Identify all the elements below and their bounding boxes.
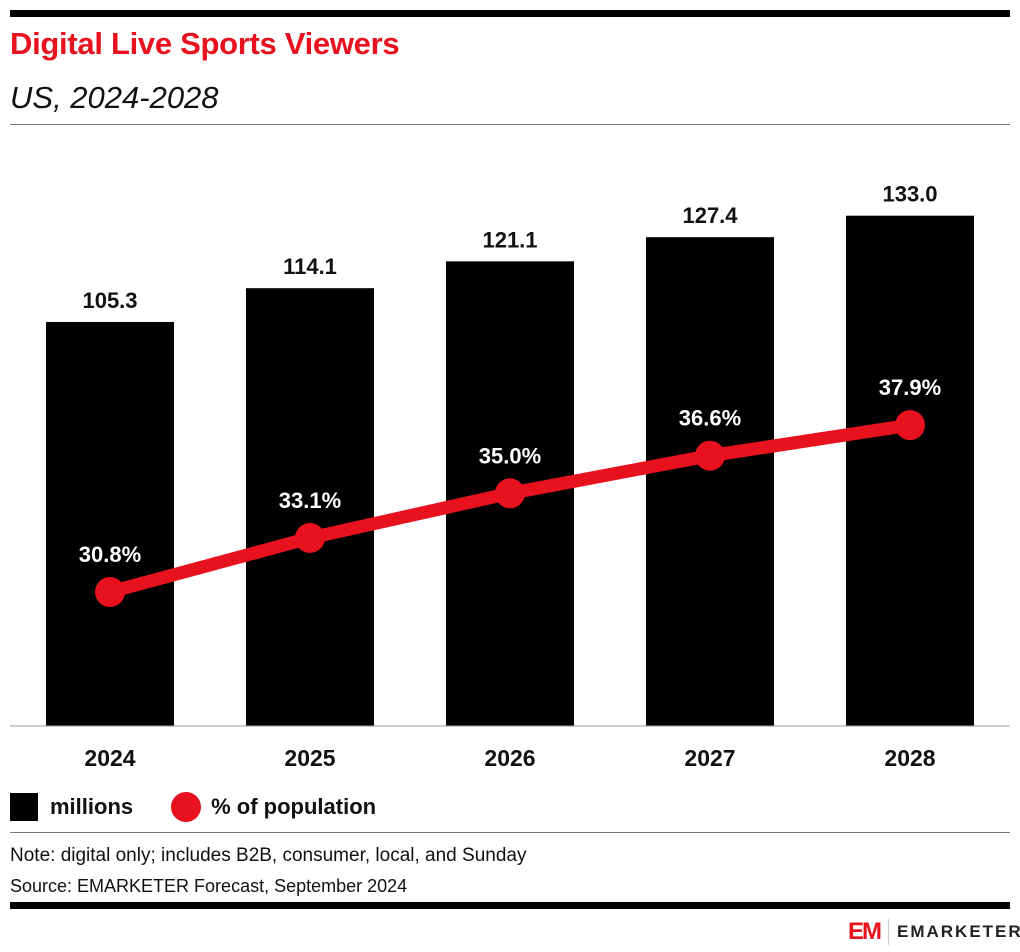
percent-point <box>295 522 325 553</box>
source: Source: EMARKETER Forecast, September 20… <box>10 876 408 896</box>
bar-2027 <box>646 237 774 726</box>
percent-point <box>95 577 125 607</box>
percent-value-label: 37.9% <box>879 375 941 400</box>
bar-2028 <box>846 215 974 726</box>
percent-point <box>495 478 525 509</box>
note: Note: digital only; includes B2B, consum… <box>10 845 527 866</box>
percent-value-label: 36.6% <box>679 406 741 431</box>
bar-2024 <box>46 321 174 726</box>
logo-mark-icon: EM <box>848 918 882 945</box>
legend-swatch-percent <box>171 792 202 822</box>
x-tick-label: 2026 <box>484 745 535 771</box>
divider <box>10 124 1010 125</box>
chart: 105.3 2024 114.1 2025 121.1 2026 127.4 2027 133.… <box>10 182 1010 771</box>
chart-title: Digital Live Sports Viewers <box>10 26 400 61</box>
bar-value-label: 105.3 <box>82 288 137 313</box>
chart-subtitle: US, 2024-2028 <box>10 80 219 115</box>
top-border <box>10 10 1010 17</box>
x-tick-label: 2027 <box>684 745 735 771</box>
percent-point <box>895 410 925 441</box>
bar-value-label: 127.4 <box>682 203 738 228</box>
percent-value-label: 35.0% <box>479 443 541 468</box>
legend-swatch-millions <box>10 793 38 821</box>
legend-label-millions: millions <box>50 794 134 819</box>
logo-text: EMARKETER <box>897 922 1020 941</box>
legend-label-percent: % of population <box>211 794 377 819</box>
divider <box>10 832 1010 833</box>
bar-value-label: 121.1 <box>482 227 537 252</box>
bar-2025 <box>246 288 374 726</box>
percent-value-label: 33.1% <box>279 488 341 513</box>
emarketer-logo: EM EMARKETER <box>848 918 1020 946</box>
x-tick-label: 2025 <box>284 745 335 771</box>
bar-value-label: 114.1 <box>283 254 337 279</box>
percent-point <box>695 440 725 471</box>
x-tick-label: 2024 <box>84 745 135 771</box>
bottom-border <box>10 902 1010 909</box>
bar-value-label: 133.0 <box>882 182 937 207</box>
percent-value-label: 30.8% <box>79 542 141 567</box>
x-tick-label: 2028 <box>884 745 935 771</box>
legend: millions % of population <box>10 792 376 822</box>
